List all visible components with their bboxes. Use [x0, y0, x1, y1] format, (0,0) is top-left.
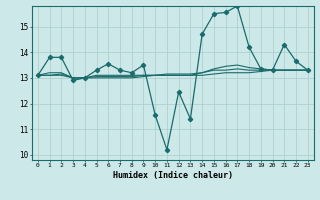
X-axis label: Humidex (Indice chaleur): Humidex (Indice chaleur): [113, 171, 233, 180]
